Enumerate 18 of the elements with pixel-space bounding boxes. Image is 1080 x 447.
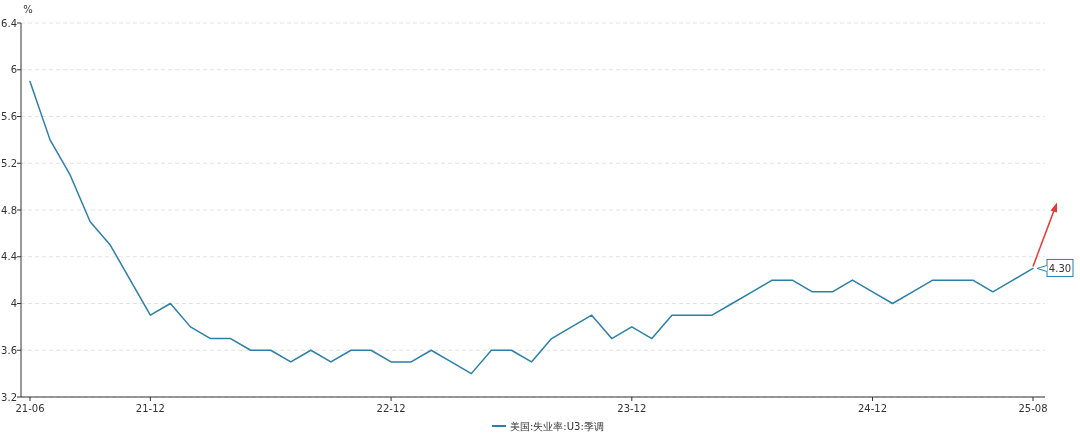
- y-tick-label: 4: [10, 298, 17, 309]
- y-tick-label: 4.8: [1, 204, 17, 216]
- x-tick-label: 21-06: [15, 403, 45, 414]
- y-tick-label: 5.2: [1, 157, 17, 169]
- x-tick-label: 25-08: [1018, 403, 1048, 414]
- annotation: 4.30: [1048, 262, 1072, 274]
- y-tick-label: 6.4: [1, 17, 17, 29]
- y-tick-label: 4.4: [1, 251, 17, 263]
- y-tick-label: 3.6: [1, 344, 17, 356]
- y-tick-label: 6: [10, 64, 17, 76]
- legend-label: 美国:失业率:U3:季调: [510, 421, 604, 432]
- y-axis-title: %: [23, 4, 33, 15]
- x-tick-label: 23-12: [617, 403, 647, 414]
- y-tick-label: 5.6: [1, 111, 17, 122]
- x-tick-label: 24-12: [857, 403, 888, 414]
- x-tick-label: 22-12: [376, 403, 406, 414]
- x-tick-label: 21-12: [135, 403, 165, 414]
- y-tick-label: 3.2: [1, 391, 17, 403]
